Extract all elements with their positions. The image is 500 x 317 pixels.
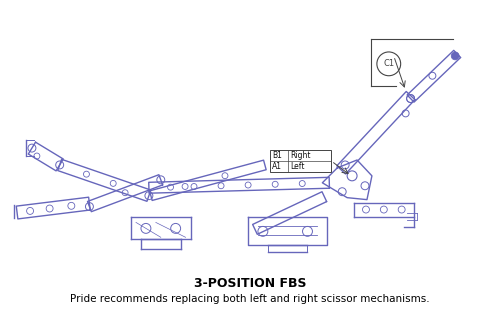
Text: C1: C1 bbox=[383, 59, 394, 68]
Bar bbox=[270, 150, 332, 172]
Text: B1: B1 bbox=[272, 151, 281, 160]
Text: Right: Right bbox=[290, 151, 311, 160]
Text: A1: A1 bbox=[272, 162, 282, 171]
Circle shape bbox=[451, 52, 459, 60]
Text: Pride recommends replacing both left and right scissor mechanisms.: Pride recommends replacing both left and… bbox=[70, 294, 430, 304]
Text: 3-POSITION FBS: 3-POSITION FBS bbox=[194, 277, 306, 290]
Text: Left: Left bbox=[290, 162, 305, 171]
